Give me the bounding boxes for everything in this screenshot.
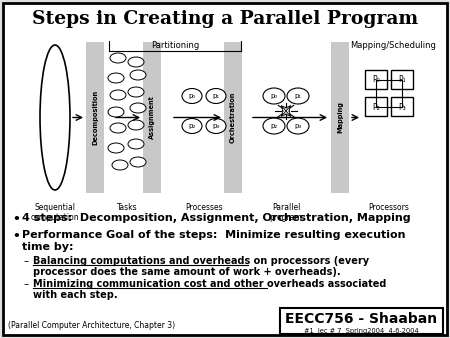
Text: processor does the same amount of work + overheads).: processor does the same amount of work +… [33, 267, 341, 277]
Ellipse shape [40, 45, 70, 190]
Text: Partitioning: Partitioning [151, 41, 199, 50]
Bar [391, 97, 413, 116]
Bar [280, 308, 443, 334]
Bar [365, 70, 387, 89]
Text: P₁: P₁ [398, 75, 406, 84]
Text: Processors: Processors [369, 203, 410, 212]
Bar [391, 70, 413, 89]
Text: with each step.: with each step. [33, 290, 117, 300]
Text: –: – [24, 256, 29, 266]
Text: Decomposition: Decomposition [92, 90, 98, 145]
Ellipse shape [108, 143, 124, 153]
Ellipse shape [206, 89, 226, 103]
Text: P₀: P₀ [372, 75, 380, 84]
Ellipse shape [110, 53, 126, 63]
Ellipse shape [128, 120, 144, 130]
Bar [365, 97, 387, 116]
Text: Assignment: Assignment [149, 96, 155, 139]
Text: p₀: p₀ [189, 93, 196, 99]
Ellipse shape [287, 88, 309, 104]
Ellipse shape [182, 119, 202, 134]
Ellipse shape [110, 123, 126, 133]
Text: Steps in Creating a Parallel Program: Steps in Creating a Parallel Program [32, 10, 418, 28]
Text: P₂: P₂ [372, 102, 380, 112]
Text: p₁: p₁ [294, 93, 302, 99]
Ellipse shape [108, 107, 124, 117]
Text: –: – [24, 279, 29, 289]
Text: Balancing computations and overheads on processors (every: Balancing computations and overheads on … [33, 256, 369, 266]
Text: time by:: time by: [22, 242, 73, 252]
Text: #1  lec # 7  Spring2004  4-6-2004: #1 lec # 7 Spring2004 4-6-2004 [304, 328, 418, 334]
Text: Mapping: Mapping [337, 101, 343, 134]
Text: EECC756 - Shaaban: EECC756 - Shaaban [285, 312, 437, 326]
Text: P₃: P₃ [398, 102, 406, 112]
Text: p₃: p₃ [294, 123, 302, 129]
Text: Minimizing communication cost and other overheads associated: Minimizing communication cost and other … [33, 279, 387, 289]
Ellipse shape [128, 139, 144, 149]
Ellipse shape [130, 157, 146, 167]
Text: Processes: Processes [185, 203, 223, 212]
Text: Tasks: Tasks [117, 203, 137, 212]
Bar [331, 42, 349, 193]
Ellipse shape [182, 89, 202, 103]
Text: (Parallel Computer Architecture, Chapter 3): (Parallel Computer Architecture, Chapter… [8, 321, 175, 330]
Bar [224, 42, 242, 193]
Ellipse shape [110, 90, 126, 100]
Ellipse shape [263, 118, 285, 134]
Text: 4 steps:  Decomposition, Assignment, Orchestration, Mapping: 4 steps: Decomposition, Assignment, Orch… [22, 213, 410, 223]
Ellipse shape [206, 119, 226, 134]
Bar [86, 42, 104, 193]
Bar [143, 42, 161, 193]
Ellipse shape [128, 87, 144, 97]
Ellipse shape [112, 160, 128, 170]
Text: p₃: p₃ [212, 123, 220, 129]
Text: Sequential
computation: Sequential computation [31, 203, 79, 222]
Text: Orchestration: Orchestration [230, 92, 236, 143]
Ellipse shape [287, 118, 309, 134]
Text: p₂: p₂ [189, 123, 196, 129]
Ellipse shape [130, 70, 146, 80]
Ellipse shape [130, 103, 146, 113]
Ellipse shape [128, 57, 144, 67]
Text: p₁: p₁ [212, 93, 220, 99]
Text: p₂: p₂ [270, 123, 278, 129]
Ellipse shape [108, 73, 124, 83]
Text: p₀: p₀ [270, 93, 278, 99]
Ellipse shape [263, 88, 285, 104]
Text: •: • [12, 230, 20, 243]
Text: •: • [12, 213, 20, 226]
Text: Mapping/Scheduling: Mapping/Scheduling [350, 41, 436, 50]
Text: Performance Goal of the steps:  Minimize resulting execution: Performance Goal of the steps: Minimize … [22, 230, 405, 240]
Text: Parallel
program: Parallel program [270, 203, 302, 222]
